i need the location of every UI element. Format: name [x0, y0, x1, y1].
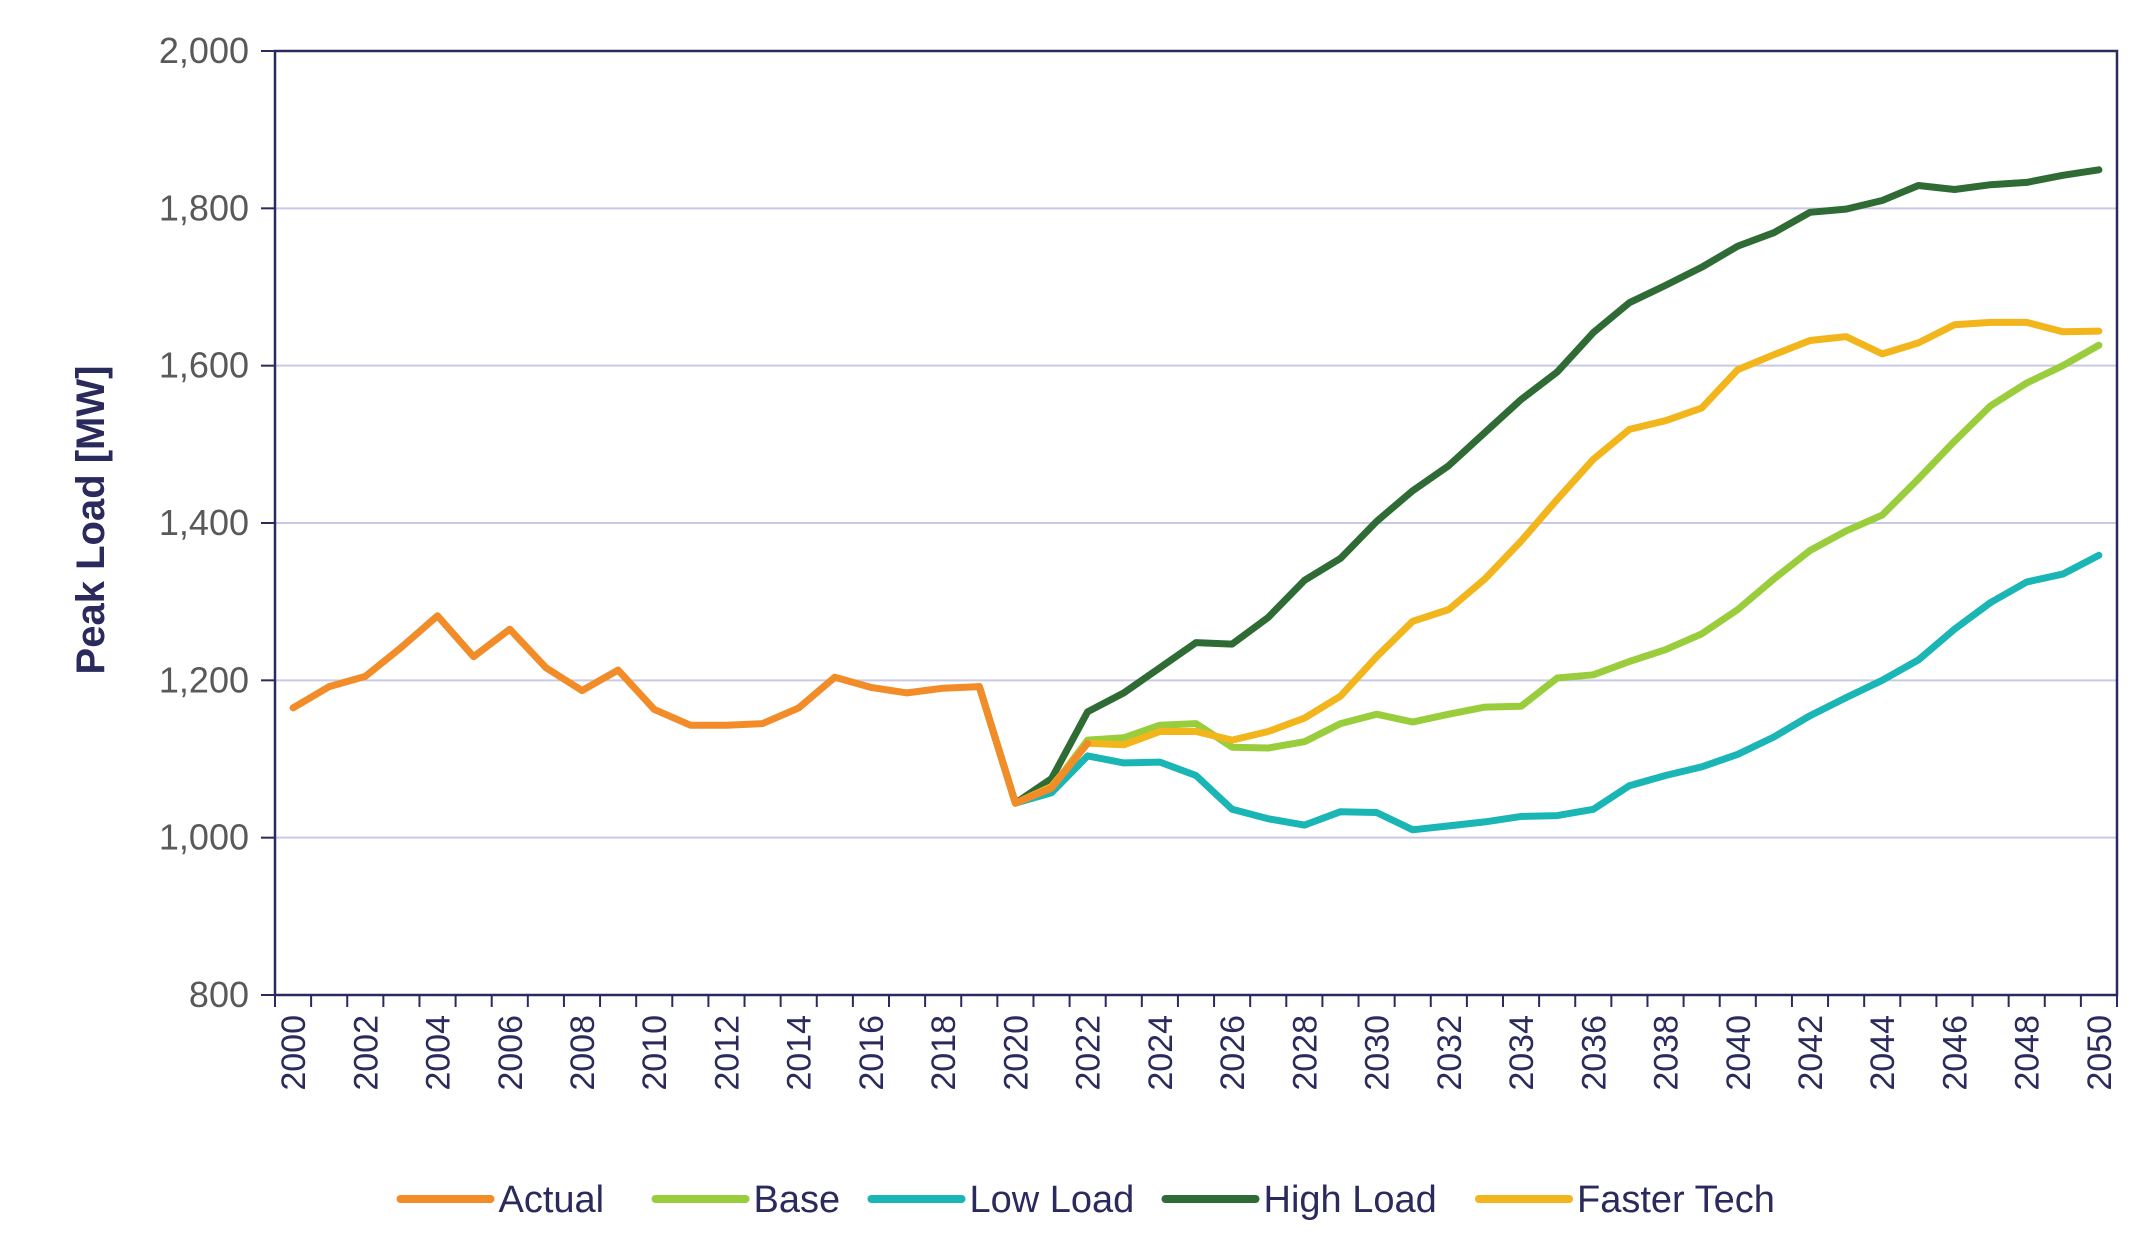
series-lines: [289, 166, 2103, 834]
gridlines: [275, 50, 2117, 839]
y-tick-label: 800: [189, 974, 249, 1015]
y-tick-label: 1,800: [159, 187, 249, 228]
series-line-actual: [289, 612, 1092, 807]
x-tick-label: 2032: [1431, 1015, 1469, 1091]
y-axis-title: Peak Load [MW]: [69, 366, 113, 675]
x-tick-label: 2004: [420, 1015, 458, 1091]
series-line-faster-tech: [975, 318, 2103, 807]
x-tick-label: 2010: [636, 1015, 674, 1091]
legend-label-faster-tech: Faster Tech: [1577, 1179, 1775, 1221]
x-tick-label: 2028: [1286, 1015, 1324, 1091]
x-tick-label: 2020: [997, 1015, 1035, 1091]
y-tick-label: 1,200: [159, 659, 249, 700]
legend-label-base: Base: [754, 1179, 841, 1221]
y-tick-label: 1,400: [159, 502, 249, 543]
plot-frame: [273, 49, 2119, 997]
series-line-low-load: [975, 551, 2103, 834]
x-tick-label: 2038: [1648, 1015, 1686, 1091]
x-tick-label: 2046: [1936, 1015, 1974, 1091]
y-tick-label: 1,000: [159, 817, 249, 858]
x-tick-label: 2006: [492, 1015, 530, 1091]
x-tick-label: 2030: [1359, 1015, 1397, 1091]
y-tick-label: 2,000: [159, 30, 249, 71]
series-line-base: [975, 341, 2103, 807]
x-tick-label: 2008: [564, 1015, 602, 1091]
x-tick-label: 2036: [1575, 1015, 1613, 1091]
series-line-high-load: [975, 166, 2103, 807]
x-tick-label: 2042: [1792, 1015, 1830, 1091]
legend-label-actual: Actual: [499, 1179, 605, 1221]
x-tick-label: 2016: [853, 1015, 891, 1091]
x-axis-tick-labels: 2000 2002 2004 2006 2008 2010 2012 2014 2016 2018…: [275, 1015, 2119, 1091]
x-tick-label: 2012: [708, 1015, 746, 1091]
x-tick-label: 2048: [2009, 1015, 2047, 1091]
y-axis-tick-labels: 800 1,000 1,200 1,400 1,600 1,800 2,000: [159, 30, 249, 1015]
legend-label-low-load: Low Load: [970, 1179, 1135, 1221]
x-tick-label: 2022: [1070, 1015, 1108, 1091]
x-tick-label: 2044: [1864, 1015, 1902, 1091]
legend: Actual Base Low Load High Load Faster Tech: [396, 1179, 1775, 1221]
x-tick-label: 2050: [2081, 1015, 2119, 1091]
x-tick-label: 2024: [1142, 1015, 1180, 1091]
x-tick-label: 2040: [1720, 1015, 1758, 1091]
x-tick-label: 2026: [1214, 1015, 1252, 1091]
x-tick-label: 2002: [347, 1015, 385, 1091]
y-tick-label: 1,600: [159, 345, 249, 386]
x-tick-label: 2014: [781, 1015, 819, 1091]
axes: [261, 49, 2119, 1007]
legend-label-high-load: High Load: [1264, 1179, 1437, 1221]
x-tick-label: 2018: [925, 1015, 963, 1091]
x-tick-label: 2034: [1503, 1015, 1541, 1091]
x-tick-label: 2000: [275, 1015, 313, 1091]
